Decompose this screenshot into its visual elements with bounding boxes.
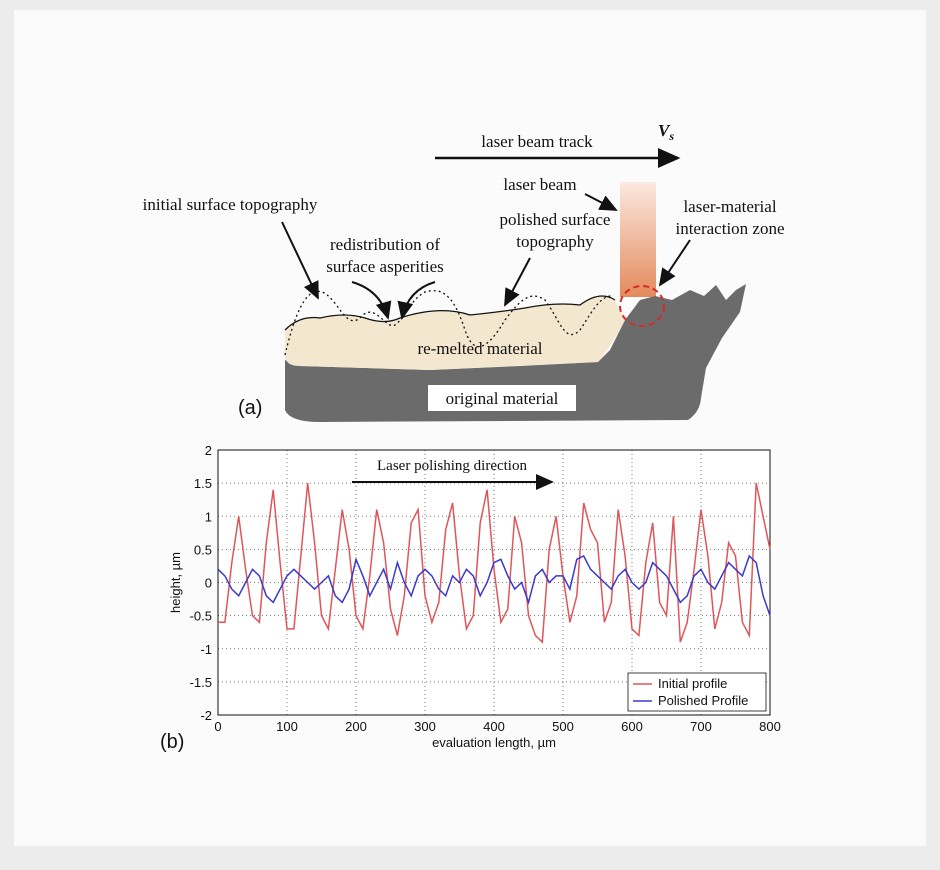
- legend-label: Polished Profile: [658, 693, 748, 708]
- original-label: original material: [446, 389, 559, 408]
- chart: -2 -1.5 -1 -0.5 0 0.5 1 1.5 2 0 100 200 300 400 500 600…: [160, 443, 781, 753]
- x-tick-label: 600: [621, 719, 643, 734]
- panel-background: [14, 10, 926, 846]
- x-tick-label: 300: [414, 719, 436, 734]
- laser-beam: [620, 182, 656, 297]
- speed-sub: s: [668, 129, 674, 143]
- track-label: laser beam track: [481, 132, 593, 151]
- x-axis-label: evaluation length, µm: [432, 735, 556, 750]
- x-tick-label: 700: [690, 719, 712, 734]
- y-axis-label: height, µm: [168, 552, 183, 613]
- x-tick-label: 500: [552, 719, 574, 734]
- legend-label: Initial profile: [658, 676, 727, 691]
- y-tick-label: 0: [205, 576, 212, 591]
- x-tick-label: 400: [483, 719, 505, 734]
- beam-label: laser beam: [503, 175, 576, 194]
- initial-label: initial surface topography: [143, 195, 318, 214]
- remelted-label: re-melted material: [417, 339, 542, 358]
- y-tick-label: 1: [205, 509, 212, 524]
- x-tick-label: 100: [276, 719, 298, 734]
- y-tick-label: 1.5: [194, 476, 212, 491]
- panel-label: (b): [160, 731, 184, 753]
- polished-label: topography: [516, 232, 594, 251]
- x-tick-label: 800: [759, 719, 781, 734]
- annotation: Laser polishing direction: [377, 458, 527, 474]
- x-tick-label: 200: [345, 719, 367, 734]
- polished-label: polished surface: [500, 210, 611, 229]
- panel-label: (a): [238, 397, 262, 419]
- y-tick-label: 0.5: [194, 542, 212, 557]
- redistribution-label: surface asperities: [326, 257, 444, 276]
- y-tick-label: -0.5: [190, 609, 212, 624]
- zone-label: laser-material: [683, 197, 776, 216]
- y-tick-label: 2: [205, 443, 212, 458]
- zone-label: interaction zone: [675, 219, 784, 238]
- y-tick-label: -2: [200, 708, 212, 723]
- y-tick-label: -1: [200, 642, 212, 657]
- x-tick-label: 0: [214, 719, 221, 734]
- legend: Initial profile Polished Profile: [628, 673, 766, 711]
- y-tick-label: -1.5: [190, 675, 212, 690]
- redistribution-label: redistribution of: [330, 235, 440, 254]
- figure: laser beam track Vs initial surface topo…: [0, 0, 940, 870]
